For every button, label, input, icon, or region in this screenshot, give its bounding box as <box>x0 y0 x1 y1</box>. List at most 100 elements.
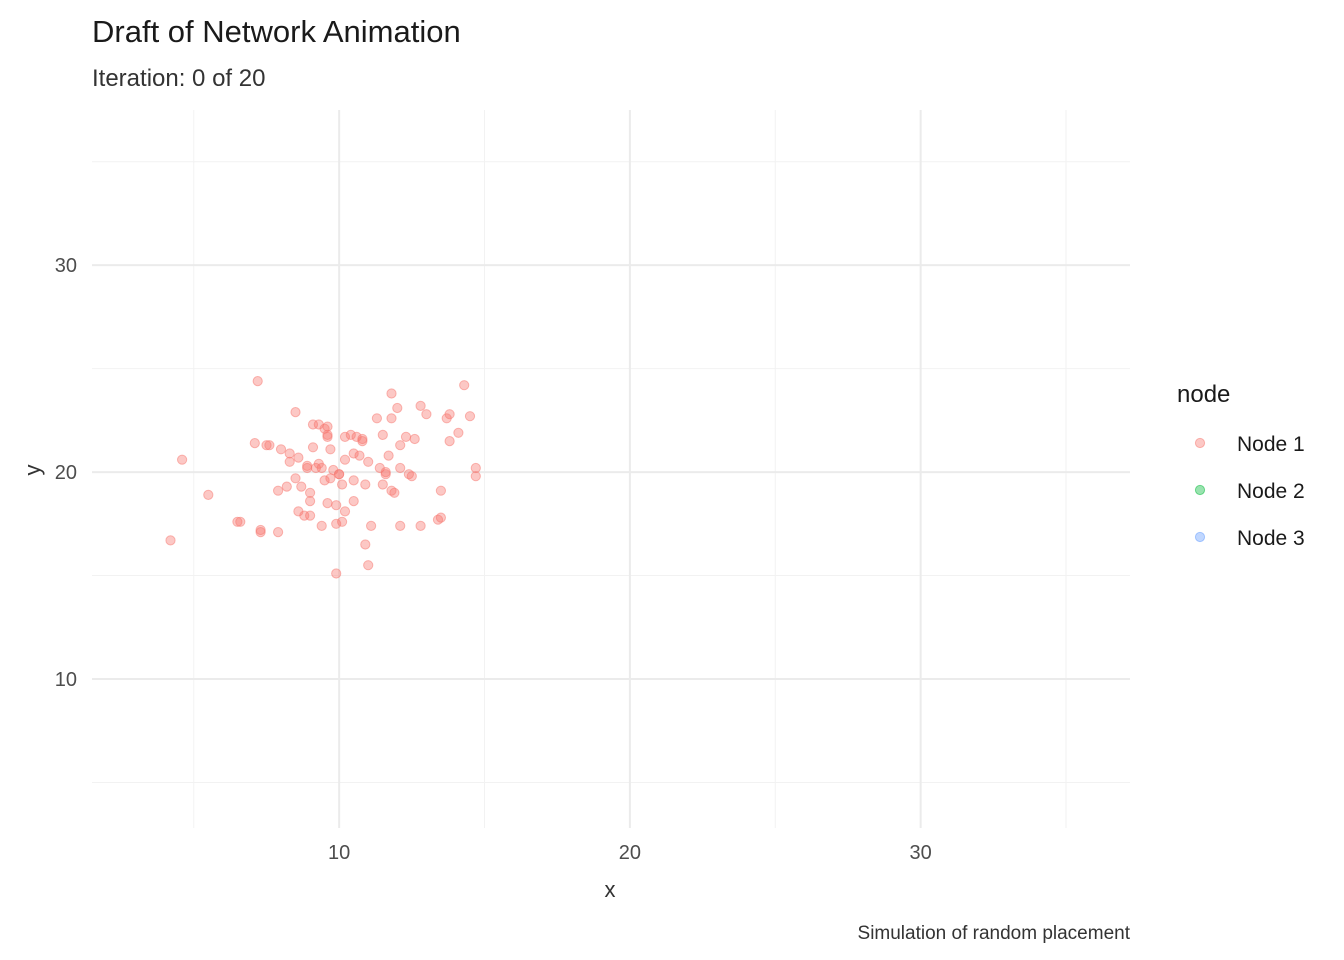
data-point <box>406 471 417 482</box>
data-point <box>299 510 310 521</box>
data-point <box>337 516 348 527</box>
y-tick-label: 20 <box>55 462 77 484</box>
data-point <box>339 431 351 442</box>
data-point <box>470 462 481 474</box>
data-point <box>354 450 365 461</box>
data-point <box>377 429 388 440</box>
data-point <box>252 376 263 387</box>
data-point <box>464 411 476 422</box>
data-point <box>255 524 266 536</box>
data-point <box>232 516 243 527</box>
major-gridlines <box>92 110 1130 828</box>
data-point <box>305 510 316 521</box>
data-point <box>331 518 342 529</box>
data-point <box>264 440 275 451</box>
data-point <box>421 409 432 420</box>
data-point <box>392 402 403 414</box>
data-point <box>348 475 359 486</box>
data-point <box>337 479 348 490</box>
data-point <box>273 485 284 496</box>
chart-subtitle: Iteration: 0 of 20 <box>92 65 265 92</box>
data-point <box>319 475 330 486</box>
data-point <box>470 471 481 482</box>
data-point <box>322 498 333 509</box>
legend-label: Node 2 <box>1237 480 1305 503</box>
data-point <box>339 454 351 465</box>
x-tick-label: 20 <box>619 842 641 864</box>
data-point <box>249 438 260 449</box>
data-point <box>386 413 397 424</box>
data-point <box>334 469 345 480</box>
data-point <box>345 429 356 440</box>
data-point <box>357 433 368 445</box>
data-point <box>395 462 406 474</box>
data-point <box>380 469 391 480</box>
x-axis-ticks: 10 20 30 <box>328 842 932 864</box>
data-point <box>366 520 377 532</box>
data-point <box>409 433 420 445</box>
data-point <box>322 421 333 432</box>
data-point <box>363 456 374 467</box>
x-tick-label: 30 <box>910 842 932 864</box>
data-point <box>331 500 342 511</box>
data-point <box>371 413 382 424</box>
data-point <box>322 429 333 440</box>
data-point <box>453 427 464 438</box>
data-point <box>360 479 371 490</box>
data-point <box>235 516 246 527</box>
legend-label: Node 3 <box>1237 527 1305 550</box>
data-point <box>275 444 287 455</box>
data-point <box>435 512 446 523</box>
legend-key <box>1194 531 1206 543</box>
y-tick-label: 10 <box>55 669 77 691</box>
data-point <box>316 462 327 474</box>
data-point <box>400 431 412 442</box>
legend-label: Node 1 <box>1237 433 1305 456</box>
data-point <box>444 436 455 447</box>
data-point <box>363 560 374 571</box>
data-point <box>290 473 301 484</box>
data-point <box>293 452 304 463</box>
data-point <box>165 535 176 546</box>
data-point <box>415 520 426 532</box>
legend-title: node <box>1177 381 1230 408</box>
y-tick-label: 30 <box>55 255 77 277</box>
data-point <box>383 450 394 461</box>
data-point <box>284 448 295 459</box>
data-point <box>360 539 371 550</box>
data-point <box>435 485 446 496</box>
data-point <box>284 456 295 467</box>
y-axis-ticks: 10 20 30 <box>55 255 77 691</box>
data-point <box>348 448 359 459</box>
data-point <box>281 481 292 492</box>
data-point <box>331 568 342 579</box>
y-axis-title: y <box>20 465 45 476</box>
data-point <box>203 489 214 500</box>
data-point <box>389 487 400 498</box>
chart-title: Draft of Network Animation <box>92 14 461 49</box>
data-point <box>386 388 397 399</box>
data-point <box>307 419 319 430</box>
data-point <box>177 454 188 465</box>
x-axis-title: x <box>605 877 616 902</box>
data-point <box>395 440 406 451</box>
data-point <box>444 409 455 420</box>
data-point <box>305 496 316 507</box>
data-point <box>339 506 351 517</box>
data-point <box>377 479 388 490</box>
data-point <box>348 496 359 507</box>
x-tick-label: 10 <box>328 842 350 864</box>
legend-key <box>1194 437 1206 449</box>
data-point <box>261 440 272 451</box>
data-point <box>273 527 284 538</box>
data-point <box>325 444 336 455</box>
data-point <box>290 407 301 418</box>
data-point <box>296 481 307 492</box>
legend: node Node 1 Node 2 Node 3 <box>1177 381 1305 550</box>
chart-caption: Simulation of random placement <box>858 923 1131 944</box>
legend-key <box>1194 484 1206 496</box>
data-point <box>307 442 319 453</box>
minor-gridlines <box>92 110 1130 828</box>
data-point <box>459 380 470 391</box>
